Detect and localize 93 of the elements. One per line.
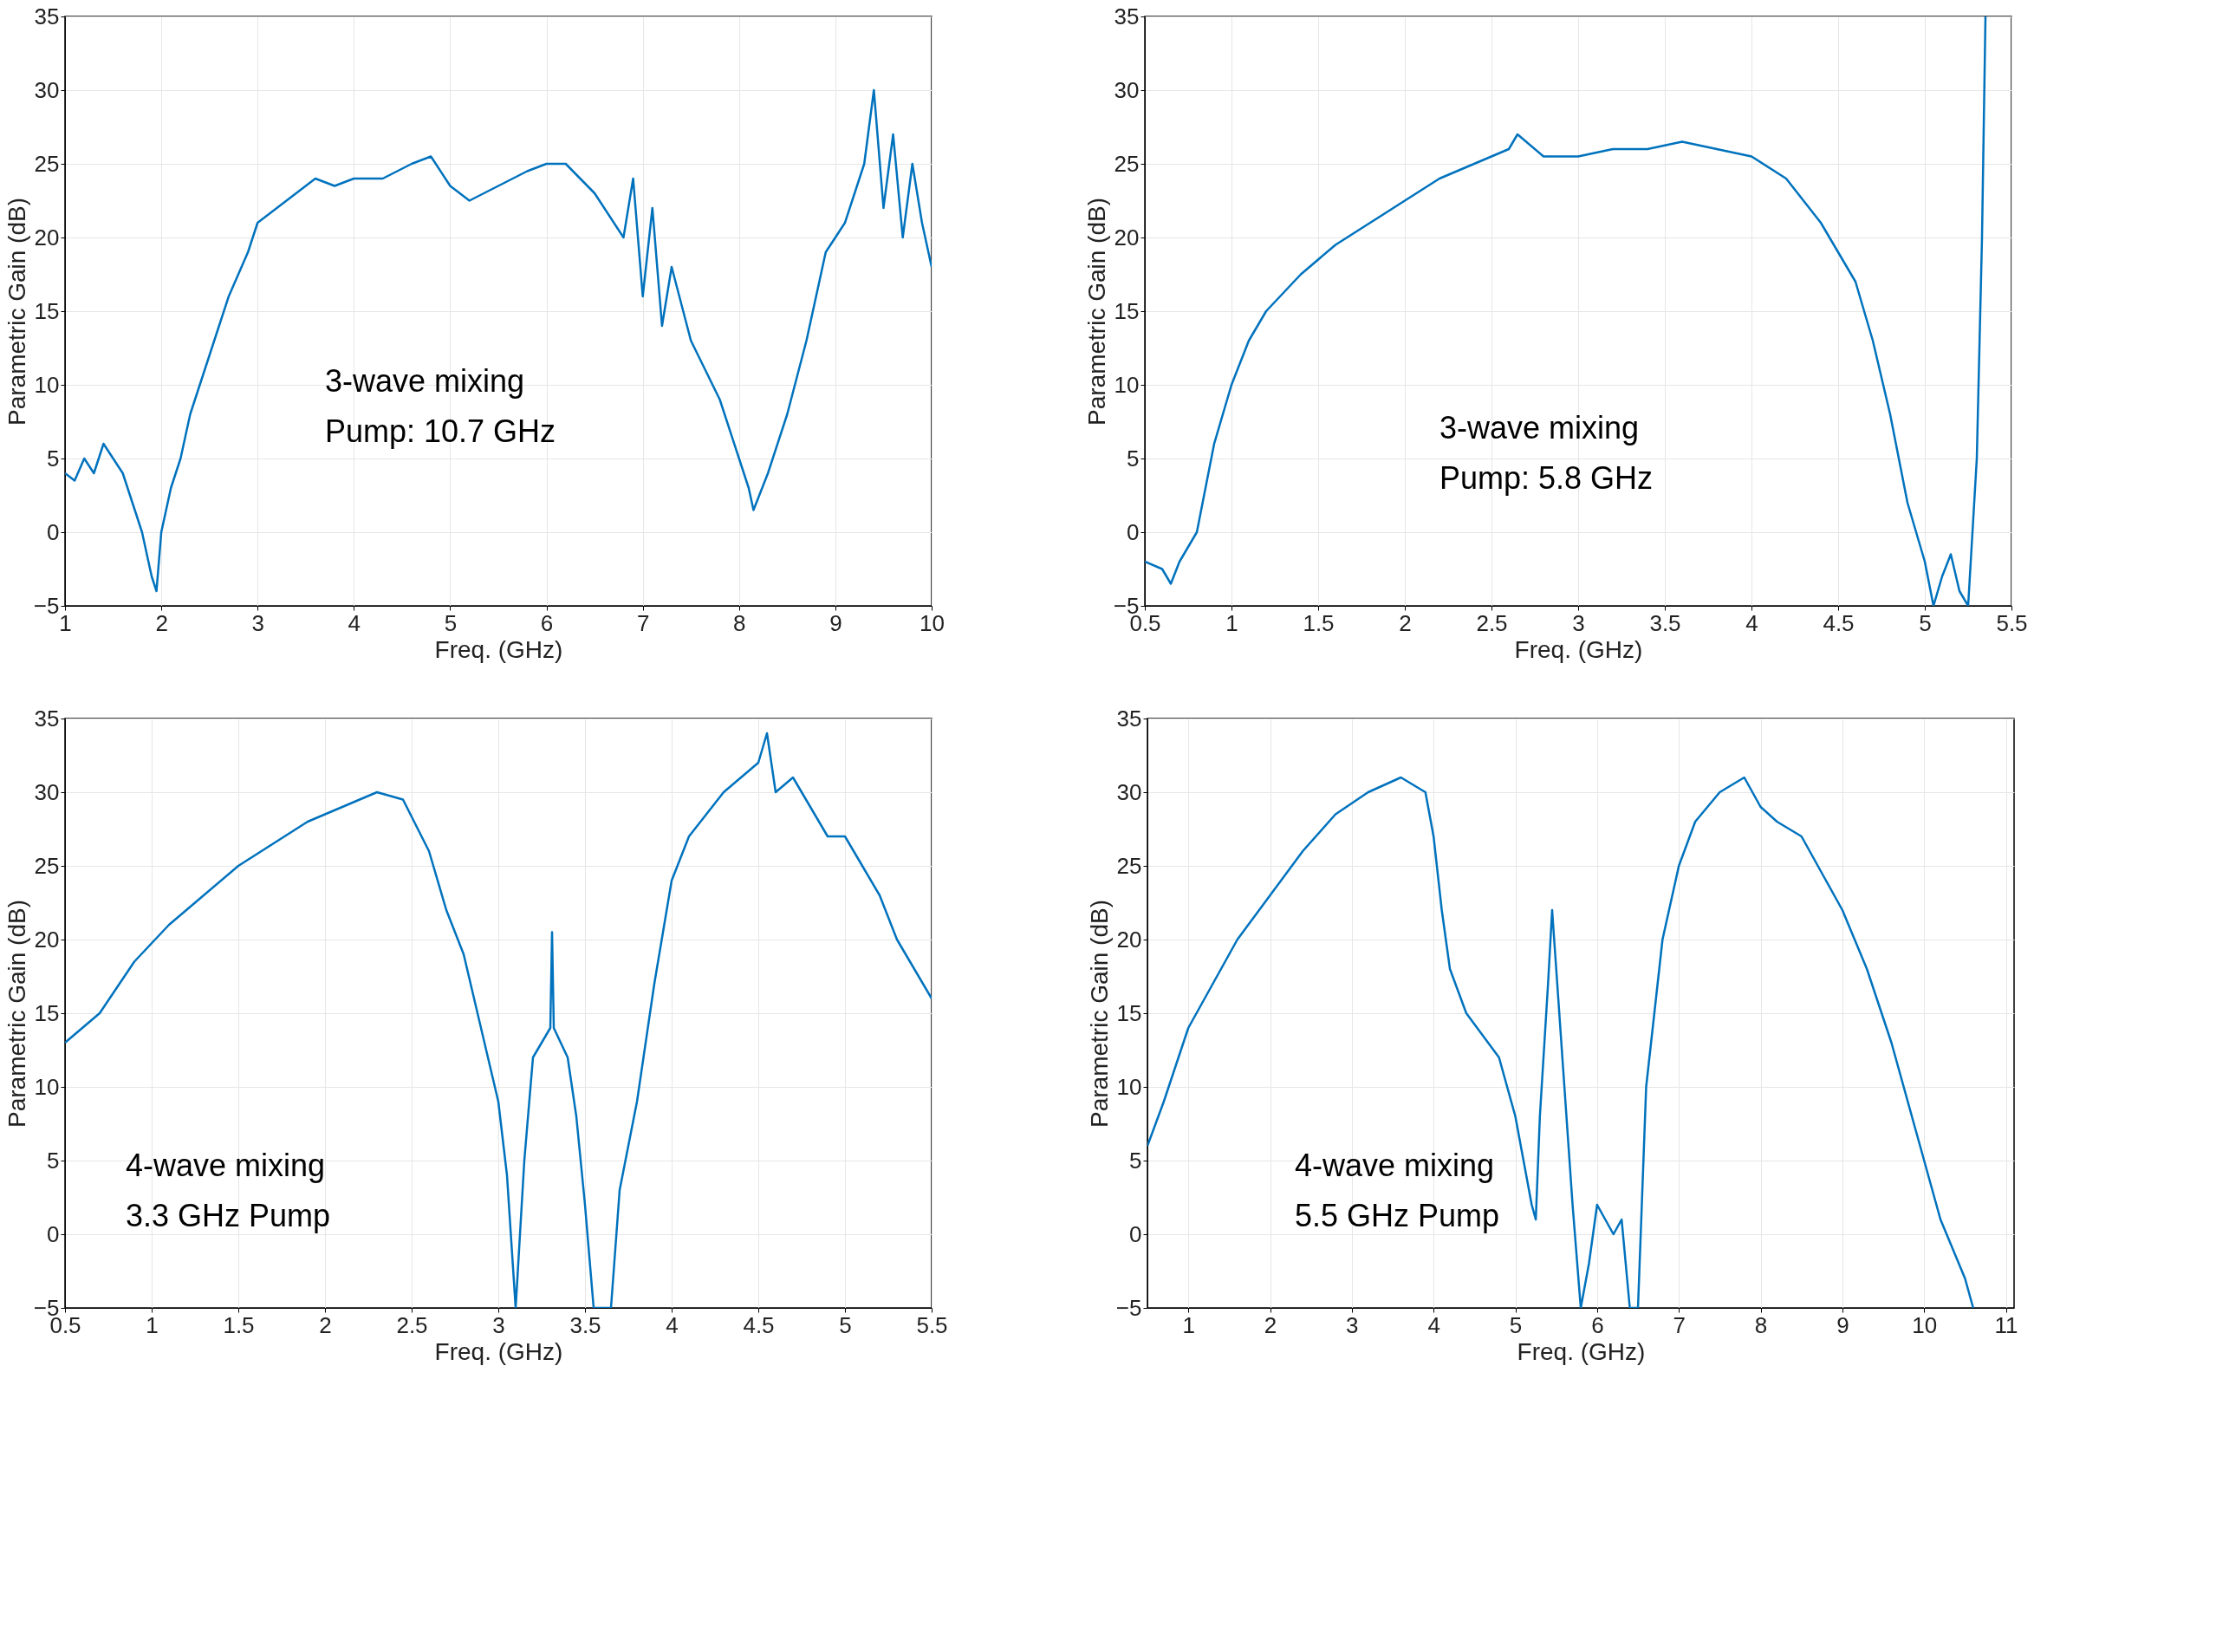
y-tick-label: 5 xyxy=(47,1147,60,1174)
x-tick-label: 5 xyxy=(444,609,458,636)
y-tick-label: 0 xyxy=(1129,1220,1142,1247)
x-tick-label: 10 xyxy=(1912,1311,1938,1338)
x-tick-label: 2 xyxy=(1264,1311,1277,1338)
x-tick-label: 1 xyxy=(146,1311,159,1338)
y-tick-label: 10 xyxy=(34,371,60,398)
x-tick-label: 6 xyxy=(1591,1311,1604,1338)
y-tick-label: 15 xyxy=(34,999,60,1026)
x-tick-label: 7 xyxy=(1673,1311,1686,1338)
y-tick-label: 15 xyxy=(1116,999,1142,1026)
x-tick-label: 4 xyxy=(1745,609,1758,636)
x-tick-label: 2.5 xyxy=(396,1311,428,1338)
x-tick-label: 8 xyxy=(733,609,746,636)
y-axis-title: Parametric Gain (dB) xyxy=(1085,900,1113,1128)
x-tick-label: 2 xyxy=(155,609,168,636)
y-axis-title: Parametric Gain (dB) xyxy=(3,900,30,1128)
y-tick-label: 20 xyxy=(1114,224,1140,250)
x-tick-label: 3.5 xyxy=(569,1311,601,1338)
x-tick-label: 3.5 xyxy=(1649,609,1681,636)
x-tick-label: 2 xyxy=(1399,609,1412,636)
x-tick-label: 9 xyxy=(829,609,842,636)
x-tick-label: 7 xyxy=(636,609,650,636)
x-tick-label: 11 xyxy=(1994,1311,2018,1338)
x-tick-label: 5 xyxy=(1919,609,1932,636)
y-tick-label: 35 xyxy=(34,3,60,29)
x-tick-label: 2 xyxy=(319,1311,332,1338)
y-tick-label: 35 xyxy=(1116,705,1142,732)
x-tick-label: 4.5 xyxy=(1823,609,1855,636)
annotation: 3-wave mixing xyxy=(1439,410,1640,446)
annotation: 5.5 GHz Pump xyxy=(1295,1197,1500,1233)
y-tick-label: 0 xyxy=(47,518,60,545)
x-tick-label: 6 xyxy=(540,609,554,636)
x-tick-label: 1 xyxy=(1225,609,1238,636)
x-tick-label: 1.5 xyxy=(1303,609,1335,636)
y-tick-label: 20 xyxy=(34,926,60,953)
y-tick-label: 20 xyxy=(34,224,60,250)
line-series xyxy=(65,88,932,593)
y-tick-label: 25 xyxy=(1114,150,1140,177)
y-tick-label: 20 xyxy=(1116,926,1142,953)
y-tick-label: 35 xyxy=(34,705,60,732)
line-series xyxy=(1147,776,1975,1308)
x-axis-title: Freq. (GHz) xyxy=(434,635,563,663)
x-tick-label: 3 xyxy=(1346,1311,1359,1338)
x-tick-label: 3 xyxy=(492,1311,505,1338)
annotation: Pump: 10.7 GHz xyxy=(325,413,556,449)
x-axis-title: Freq. (GHz) xyxy=(1517,1337,1646,1365)
y-tick-label: 30 xyxy=(1116,778,1142,805)
x-tick-label: 4.5 xyxy=(743,1311,775,1338)
y-axis-title: Parametric Gain (dB) xyxy=(1082,198,1110,426)
y-tick-label: 30 xyxy=(1114,76,1140,103)
x-tick-label: 10 xyxy=(920,609,945,636)
y-tick-label: 0 xyxy=(1127,518,1140,545)
y-tick-label: 30 xyxy=(34,778,60,805)
x-tick-label: 5.5 xyxy=(916,1311,948,1338)
y-tick-label: −5 xyxy=(1115,1294,1142,1321)
x-tick-label: 1.5 xyxy=(223,1311,255,1338)
annotation: 4-wave mixing xyxy=(1295,1147,1495,1183)
y-tick-label: 35 xyxy=(1114,3,1140,29)
x-axis-title: Freq. (GHz) xyxy=(1514,635,1643,663)
x-tick-label: 9 xyxy=(1836,1311,1849,1338)
x-tick-label: 8 xyxy=(1754,1311,1768,1338)
y-tick-label: 5 xyxy=(1127,445,1140,472)
y-tick-label: 25 xyxy=(34,150,60,177)
y-tick-label: 0 xyxy=(47,1220,60,1247)
x-tick-label: 3 xyxy=(251,609,264,636)
y-tick-label: 25 xyxy=(34,852,60,879)
x-tick-label: 1 xyxy=(1182,1311,1195,1338)
y-tick-label: 5 xyxy=(1129,1147,1142,1174)
x-tick-label: 1 xyxy=(59,609,72,636)
y-tick-label: 15 xyxy=(1114,297,1140,324)
y-tick-label: 15 xyxy=(34,297,60,324)
x-tick-label: 4 xyxy=(666,1311,679,1338)
y-axis-title: Parametric Gain (dB) xyxy=(3,198,30,426)
x-tick-label: 3 xyxy=(1572,609,1585,636)
x-tick-label: 5 xyxy=(839,1311,852,1338)
y-tick-label: 30 xyxy=(34,76,60,103)
y-tick-label: 10 xyxy=(1114,371,1140,398)
x-axis-title: Freq. (GHz) xyxy=(434,1337,563,1365)
x-tick-label: 4 xyxy=(1427,1311,1440,1338)
y-tick-label: 5 xyxy=(47,445,60,472)
y-tick-label: 25 xyxy=(1116,852,1142,879)
y-tick-label: −5 xyxy=(33,592,60,619)
x-tick-label: 4 xyxy=(348,609,361,636)
x-tick-label: 5 xyxy=(1509,1311,1523,1338)
annotation: 3.3 GHz Pump xyxy=(126,1197,331,1233)
y-tick-label: 10 xyxy=(1116,1073,1142,1100)
annotation: 3-wave mixing xyxy=(325,362,525,399)
annotation: Pump: 5.8 GHz xyxy=(1439,460,1654,496)
y-tick-label: 10 xyxy=(34,1073,60,1100)
x-tick-label: 5.5 xyxy=(1996,609,2028,636)
x-tick-label: 2.5 xyxy=(1476,609,1508,636)
annotation: 4-wave mixing xyxy=(126,1147,326,1183)
